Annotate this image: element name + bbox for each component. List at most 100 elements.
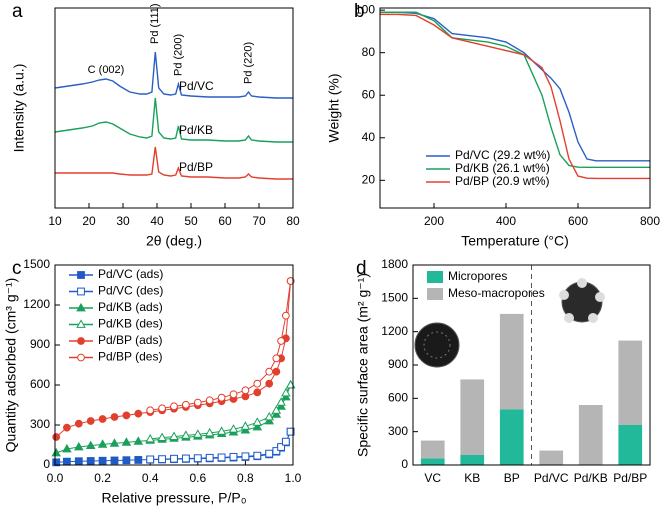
data-point: [253, 451, 262, 460]
y-axis-title: Quantity adsorbed (cm³ g⁻¹): [3, 278, 19, 453]
x-tick-label: 0.2: [94, 471, 111, 485]
bar-segment: [420, 458, 445, 465]
series-line: [380, 13, 650, 180]
data-point: [98, 415, 107, 423]
legend-label: Pd/KB (ads): [98, 300, 163, 314]
x-tick-label: 0.0: [47, 471, 64, 485]
sphere-particle: [588, 313, 598, 323]
x-tick-label: 600: [568, 214, 588, 228]
sphere-particle: [595, 292, 605, 302]
y-tick-label: 0: [43, 457, 50, 471]
data-point: [86, 457, 95, 465]
y-tick-label: 600: [30, 377, 50, 391]
data-point: [110, 456, 119, 465]
y-tick-label: 1200: [381, 324, 408, 338]
series-line: [54, 51, 293, 99]
legend-marker: [76, 302, 86, 312]
data-point: [264, 415, 274, 425]
x-axis-title: Temperature (°C): [461, 233, 569, 249]
legend-marker: [77, 271, 85, 279]
x-tick-label: 200: [424, 214, 444, 228]
x-tick-label: 50: [184, 214, 198, 228]
bar-segment: [499, 313, 524, 410]
x-tick-label: 70: [252, 214, 266, 228]
data-point: [86, 417, 95, 425]
legend-label: Pd/BP (20.9 wt%): [455, 174, 550, 188]
panel-label: c: [12, 258, 22, 279]
panel-label: a: [12, 1, 23, 22]
legend-marker: [77, 287, 85, 296]
series-line: [380, 11, 650, 169]
data-point: [51, 447, 61, 457]
y-axis-title: Weight (%): [326, 74, 342, 143]
x-tick-label: VC: [424, 471, 441, 485]
x-tick-label: 0.8: [237, 471, 254, 485]
data-point: [240, 421, 251, 430]
data-point: [229, 452, 238, 461]
data-point: [169, 431, 179, 440]
legend-swatch: [427, 271, 443, 283]
bar-segment: [460, 379, 485, 455]
sphere-images: [414, 278, 605, 368]
series-label: Pd/VC: [179, 79, 214, 93]
series-line: [55, 146, 293, 180]
y-tick-label: 1200: [23, 297, 50, 311]
bar-segment: [578, 405, 603, 465]
series-line: [55, 280, 292, 438]
data-point: [122, 456, 131, 465]
data-point: [97, 439, 108, 448]
data-point: [271, 405, 282, 414]
y-axis-title: Specific surface area (m² g⁻¹): [355, 273, 371, 457]
x-tick-label: 60: [218, 214, 232, 228]
data-point: [272, 367, 281, 376]
data-point: [265, 367, 274, 376]
data-point: [170, 402, 178, 411]
data-point: [286, 277, 295, 285]
plot-frame: [54, 7, 294, 209]
data-point: [229, 390, 238, 399]
data-point: [265, 379, 274, 388]
data-point: [158, 455, 166, 464]
data-point: [121, 437, 132, 446]
plot-frame: [54, 264, 294, 466]
data-point: [217, 453, 226, 462]
data-point: [110, 413, 119, 421]
data-point: [205, 453, 214, 462]
x-tick-label: 0.6: [189, 471, 206, 485]
data-point: [52, 433, 61, 441]
y-tick-label: 900: [30, 337, 50, 351]
bar-segment: [499, 409, 524, 465]
data-point: [74, 419, 83, 428]
y-axis-title: Intensity (a.u.): [11, 64, 27, 153]
y-tick-label: 60: [362, 87, 376, 101]
legend-label: Pd/VC (des): [98, 284, 163, 298]
data-point: [276, 397, 286, 406]
panel-label: b: [354, 1, 365, 22]
sphere-particle: [564, 313, 574, 323]
data-point: [182, 400, 190, 409]
data-point: [205, 396, 214, 405]
data-point: [52, 458, 61, 467]
data-point: [62, 443, 72, 453]
y-tick-label: 900: [388, 357, 408, 371]
y-tick-label: 80: [362, 45, 376, 59]
bar-segment: [420, 440, 445, 459]
y-tick-label: 300: [388, 424, 408, 438]
legend-label: Pd/BP (ads): [98, 333, 162, 347]
x-tick-label: KB: [464, 471, 480, 485]
series-line: [54, 97, 293, 143]
bar-segment: [618, 340, 643, 425]
data-point: [253, 379, 262, 388]
data-point: [85, 440, 96, 450]
x-tick-label: 30: [116, 214, 130, 228]
bar-segment: [460, 455, 485, 465]
legend-marker: [77, 337, 85, 345]
data-point: [146, 455, 155, 464]
y-tick-label: 40: [362, 130, 376, 144]
y-tick-label: 300: [30, 417, 50, 431]
data-point: [145, 433, 155, 443]
legend-label: Pd/KB (26.1 wt%): [455, 161, 550, 175]
data-point: [277, 337, 286, 345]
y-tick-label: 100: [355, 2, 375, 16]
series-line: [150, 280, 292, 411]
